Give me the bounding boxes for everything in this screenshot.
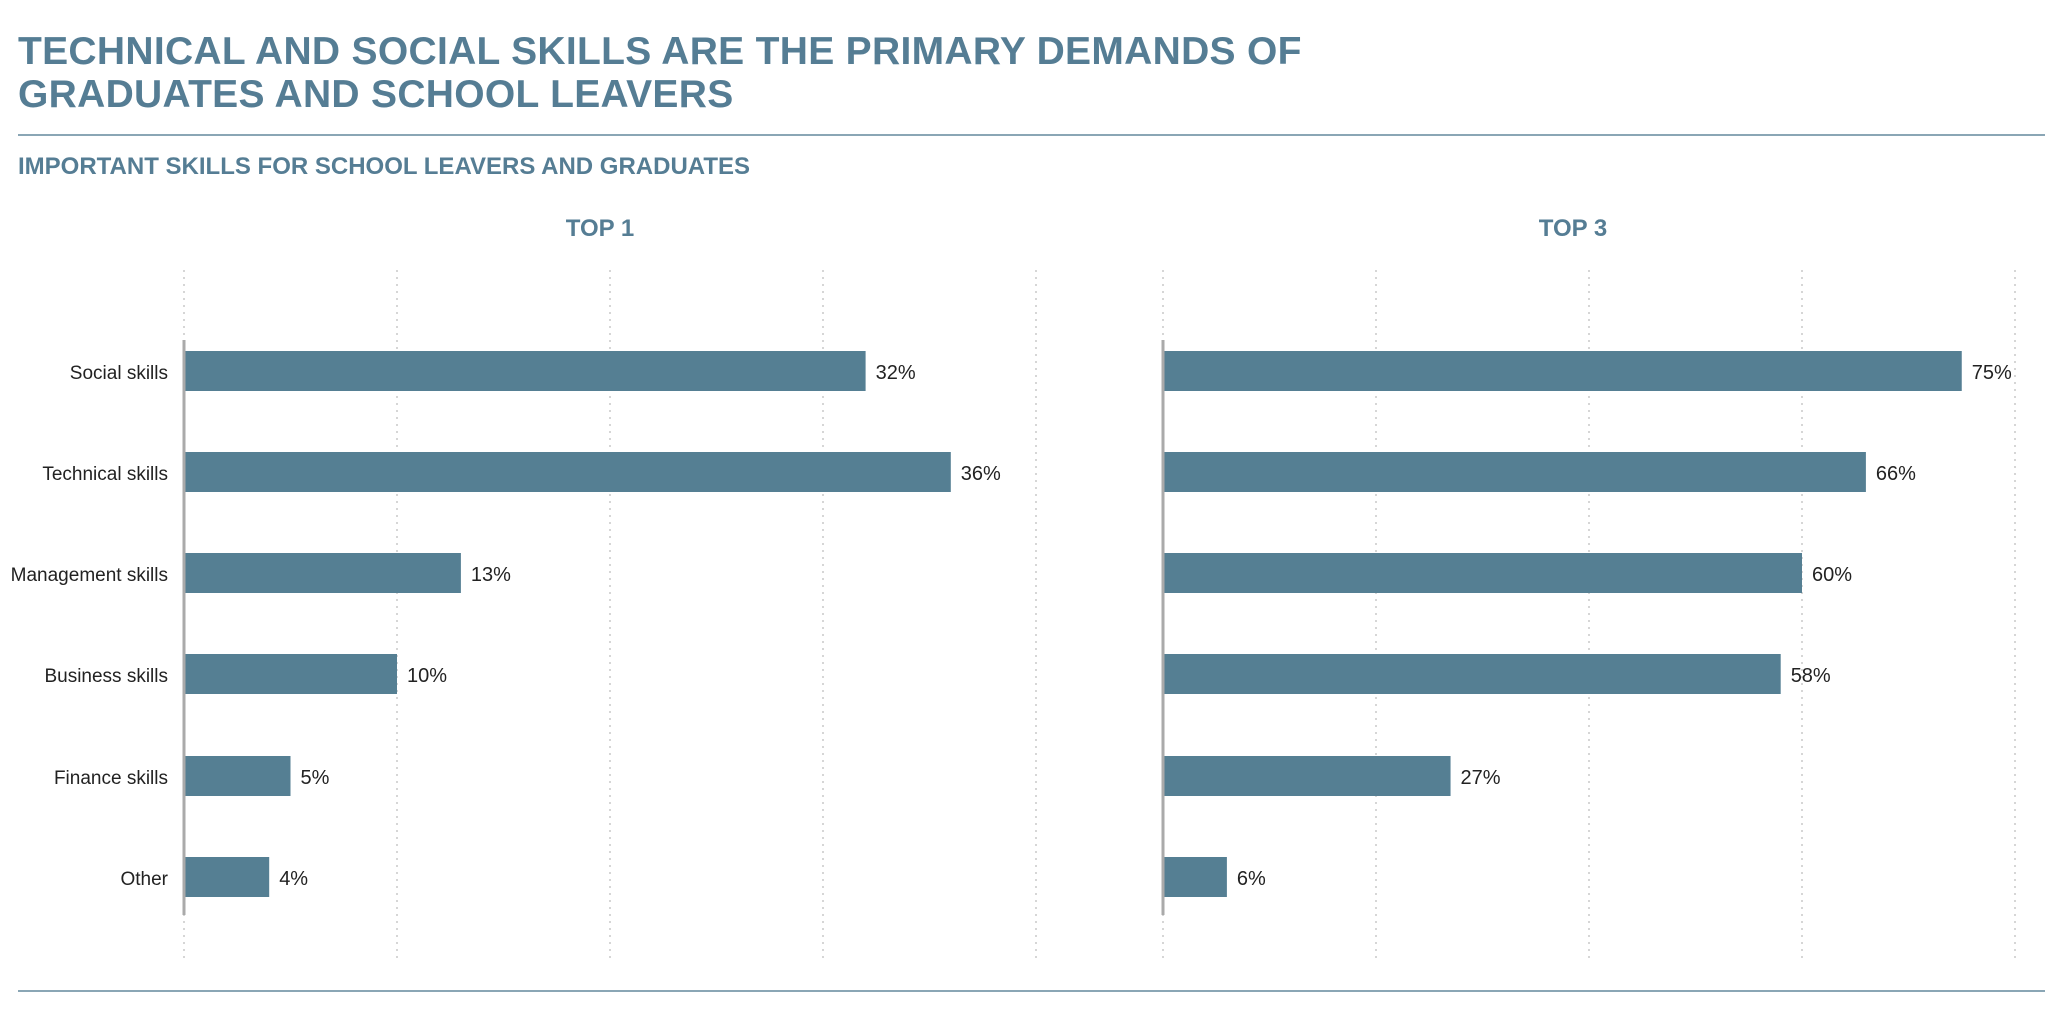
panel-title: TOP 3 (1539, 215, 1607, 242)
data-label: 4% (279, 868, 308, 890)
category-label: Management skills (11, 565, 168, 586)
data-label: 10% (407, 665, 447, 687)
bar (184, 654, 397, 694)
data-label: 32% (876, 362, 916, 384)
bottom-divider (18, 990, 2045, 992)
category-label: Finance skills (54, 768, 168, 789)
bar (1163, 351, 1962, 391)
data-label: 5% (301, 767, 330, 789)
data-label: 36% (961, 463, 1001, 485)
data-label: 27% (1461, 767, 1501, 789)
data-label: 75% (1972, 362, 2012, 384)
headline: TECHNICAL AND SOCIAL SKILLS ARE THE PRIM… (18, 30, 1302, 116)
bar (1163, 756, 1451, 796)
bar (1163, 452, 1866, 492)
category-label: Social skills (70, 363, 168, 384)
data-label: 58% (1791, 665, 1831, 687)
data-label: 13% (471, 564, 511, 586)
category-label: Business skills (44, 666, 168, 687)
bar (1163, 553, 1802, 593)
category-label: Other (120, 869, 168, 890)
bar (1163, 857, 1227, 897)
top-divider (18, 134, 2045, 136)
data-label: 66% (1876, 463, 1916, 485)
panel-title: TOP 1 (566, 215, 634, 242)
chart-panel-1: TOP 1 32% Social skills 36% Technical skills… (11, 215, 1037, 958)
chart-subtitle: IMPORTANT SKILLS FOR SCHOOL LEAVERS AND … (18, 153, 751, 180)
bar (184, 452, 951, 492)
category-label: Technical skills (42, 464, 168, 485)
data-label: 6% (1237, 868, 1266, 890)
bar (184, 351, 866, 391)
bar (1163, 654, 1781, 694)
data-label: 60% (1812, 564, 1852, 586)
bar (184, 857, 270, 897)
bar (184, 553, 461, 593)
chart-panel-2: TOP 3 75% 66% 60% 58% 27% 6% (1161, 215, 2016, 958)
bar (184, 756, 291, 796)
